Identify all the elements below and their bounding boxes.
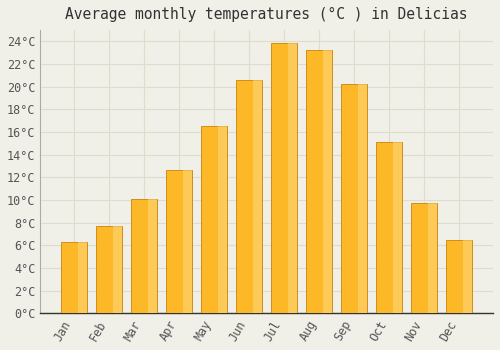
Bar — [271, 43, 297, 313]
Bar — [96, 226, 122, 313]
FancyBboxPatch shape — [393, 142, 402, 313]
Bar — [376, 142, 402, 313]
FancyBboxPatch shape — [323, 50, 332, 313]
Bar — [411, 203, 438, 313]
Title: Average monthly temperatures (°C ) in Delicias: Average monthly temperatures (°C ) in De… — [66, 7, 468, 22]
FancyBboxPatch shape — [253, 80, 262, 313]
Bar — [166, 170, 192, 313]
FancyBboxPatch shape — [288, 43, 298, 313]
Bar — [306, 50, 332, 313]
FancyBboxPatch shape — [148, 199, 157, 313]
FancyBboxPatch shape — [358, 84, 368, 313]
FancyBboxPatch shape — [218, 126, 228, 313]
Bar — [61, 242, 87, 313]
Bar — [131, 199, 157, 313]
FancyBboxPatch shape — [78, 242, 87, 313]
Bar — [236, 80, 262, 313]
Bar — [201, 126, 228, 313]
FancyBboxPatch shape — [113, 226, 122, 313]
Bar — [446, 239, 472, 313]
Bar — [341, 84, 367, 313]
FancyBboxPatch shape — [464, 239, 472, 313]
FancyBboxPatch shape — [183, 170, 192, 313]
FancyBboxPatch shape — [428, 203, 438, 313]
